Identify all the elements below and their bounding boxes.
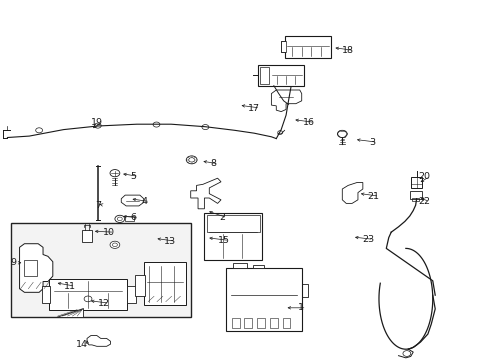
Text: 12: 12	[98, 299, 110, 307]
Circle shape	[277, 131, 282, 134]
Bar	[41, 286, 50, 303]
Bar	[11, 223, 190, 317]
Text: 8: 8	[210, 159, 216, 168]
Polygon shape	[342, 183, 362, 203]
Bar	[269, 318, 277, 328]
Polygon shape	[271, 90, 301, 112]
Bar	[257, 65, 304, 86]
Text: 4: 4	[142, 197, 147, 206]
Bar	[144, 262, 185, 305]
Bar	[411, 198, 418, 201]
Bar	[257, 318, 264, 328]
Bar	[233, 263, 246, 268]
Text: 22: 22	[417, 197, 429, 206]
Text: 1: 1	[298, 303, 304, 312]
Bar	[49, 279, 127, 310]
Bar	[231, 318, 239, 328]
Circle shape	[186, 156, 197, 164]
Bar	[280, 41, 285, 52]
Bar	[124, 216, 134, 221]
Bar	[127, 286, 136, 303]
Text: 17: 17	[248, 104, 260, 112]
Text: 2: 2	[219, 213, 224, 222]
Text: 21: 21	[367, 192, 379, 201]
Bar	[225, 268, 301, 331]
Bar	[244, 318, 252, 328]
Circle shape	[115, 215, 124, 222]
Circle shape	[110, 170, 120, 177]
Text: 18: 18	[342, 46, 354, 55]
Polygon shape	[121, 195, 143, 206]
Bar	[24, 260, 37, 276]
Text: 19: 19	[90, 118, 102, 127]
Text: 7: 7	[95, 201, 101, 210]
Bar	[252, 265, 263, 268]
Circle shape	[337, 130, 346, 138]
Circle shape	[94, 123, 101, 128]
Text: 6: 6	[130, 213, 136, 222]
Polygon shape	[20, 244, 53, 292]
Text: 3: 3	[368, 138, 375, 147]
Text: 13: 13	[163, 237, 176, 246]
Polygon shape	[190, 178, 221, 209]
Text: 23: 23	[361, 235, 373, 244]
Text: 16: 16	[303, 118, 315, 127]
Text: 11: 11	[63, 282, 76, 291]
Circle shape	[36, 128, 42, 133]
Bar	[204, 213, 262, 260]
Bar	[206, 215, 259, 232]
Circle shape	[153, 122, 160, 127]
Text: 15: 15	[217, 236, 229, 245]
Bar	[282, 318, 290, 328]
Bar	[409, 191, 422, 199]
Text: 9: 9	[11, 258, 17, 267]
Bar	[135, 275, 145, 296]
Circle shape	[202, 125, 208, 130]
Bar	[260, 67, 268, 84]
Circle shape	[110, 241, 120, 248]
Polygon shape	[56, 308, 83, 317]
Text: 5: 5	[130, 172, 136, 181]
Bar	[284, 36, 330, 58]
Bar	[410, 177, 422, 188]
Text: 10: 10	[102, 228, 115, 237]
Polygon shape	[87, 336, 110, 346]
Text: 14: 14	[76, 341, 88, 349]
Text: 20: 20	[417, 172, 429, 181]
Bar	[82, 230, 92, 242]
